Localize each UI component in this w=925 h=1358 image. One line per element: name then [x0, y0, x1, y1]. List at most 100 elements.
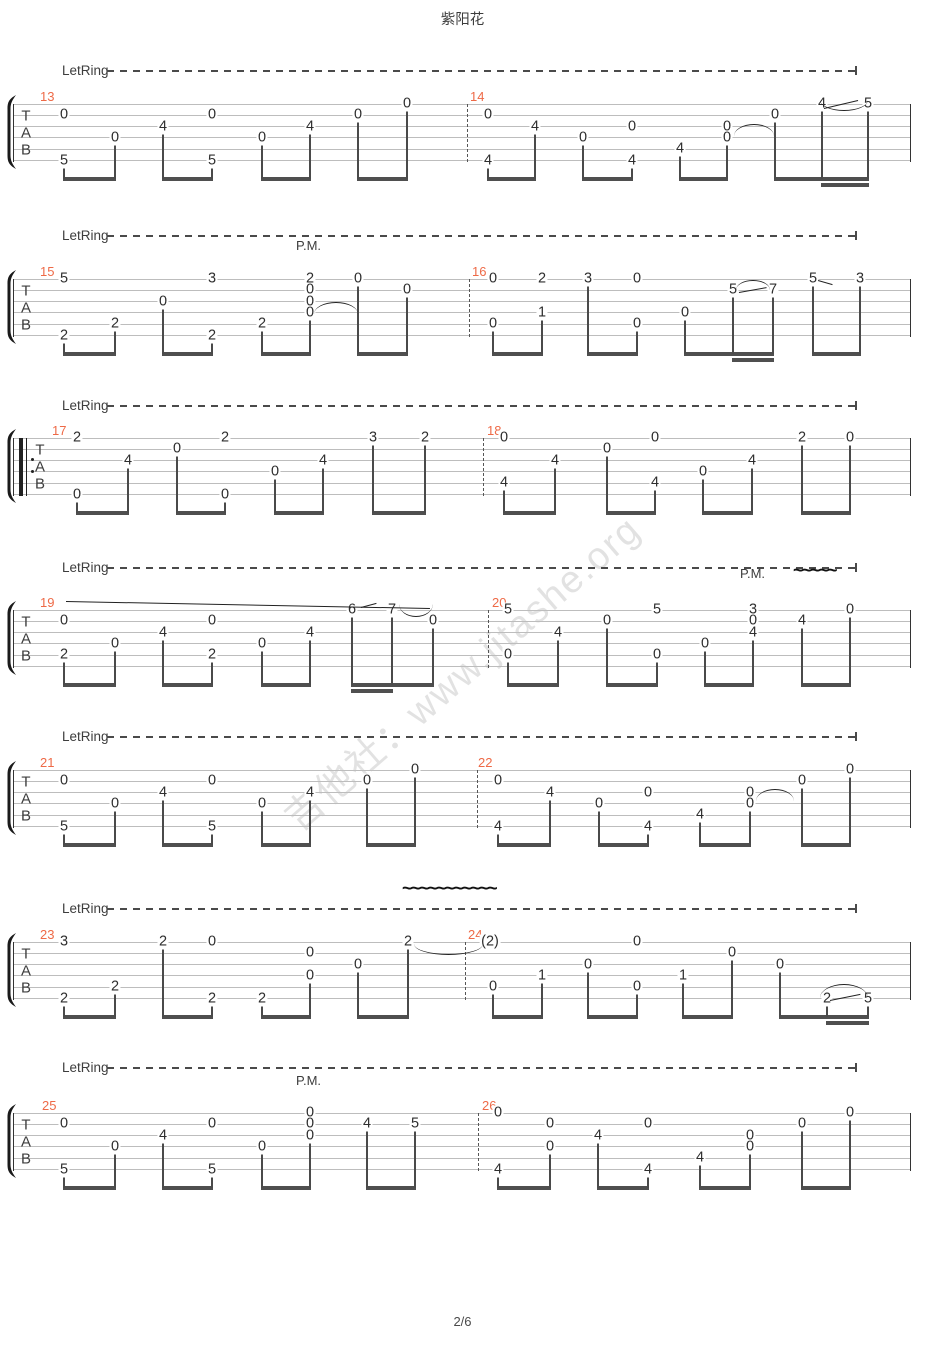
stem	[351, 617, 353, 685]
fret-number: 0	[487, 978, 499, 995]
stem	[274, 478, 276, 513]
beam	[63, 843, 116, 847]
stem	[656, 662, 658, 685]
beam	[176, 511, 226, 515]
stem	[699, 822, 701, 845]
stem	[366, 788, 368, 845]
beam	[774, 177, 869, 181]
staff-line	[13, 814, 911, 816]
stem	[114, 650, 116, 685]
letring-dash-line	[107, 736, 855, 738]
system-bracket-icon	[4, 270, 18, 344]
fret-number: 0	[544, 1138, 556, 1155]
beam	[801, 683, 851, 687]
fret-number: 0	[256, 129, 268, 146]
staff-line	[13, 964, 911, 966]
fret-number: 2	[796, 429, 808, 446]
fret-number: 0	[844, 429, 856, 446]
tab-clef-letter: B	[20, 1150, 32, 1168]
staff-line	[13, 148, 911, 150]
fret-number: 0	[206, 772, 218, 789]
letring-dash-line	[107, 70, 855, 72]
stem	[751, 467, 753, 513]
stem	[372, 445, 374, 513]
fret-number: 2	[58, 990, 70, 1006]
fret-number: 0	[593, 795, 605, 812]
fret-number: 0	[304, 967, 316, 984]
tab-clef-letter: A	[20, 299, 32, 317]
fret-number: 4	[157, 1127, 169, 1144]
beam	[162, 683, 213, 687]
stem	[549, 799, 551, 845]
barline-end	[910, 1113, 912, 1171]
beam	[812, 352, 861, 356]
beam	[801, 1186, 851, 1190]
fret-number: 0	[109, 1138, 121, 1155]
fret-number: 2	[157, 933, 169, 950]
fret-number: 5	[727, 281, 739, 298]
fret-number: 0	[157, 293, 169, 310]
fret-number: 3	[854, 270, 866, 287]
beam	[801, 843, 851, 847]
beam	[63, 1186, 116, 1190]
beam	[357, 1015, 409, 1019]
staff-line	[13, 654, 911, 656]
letring-label: LetRing	[62, 1060, 109, 1075]
fret-number: 0	[304, 1115, 316, 1132]
fret-number: 0	[642, 784, 654, 801]
fret-number: 0	[631, 270, 643, 287]
fret-number: 0	[844, 1104, 856, 1121]
barline-end	[910, 942, 912, 1000]
beam	[357, 352, 408, 356]
fret-number: 0	[304, 293, 316, 310]
wavy-line-icon: ~~~~~	[793, 560, 838, 580]
barline-end	[910, 438, 912, 496]
fret-number: 2	[58, 646, 70, 663]
watermark: 吉他社：www.jitashe.org	[277, 507, 649, 839]
repeat-dot	[30, 470, 34, 473]
barline-start	[13, 770, 15, 828]
fret-number: 0	[58, 106, 70, 123]
fret-number: 0	[71, 486, 83, 502]
fret-number: 0	[492, 772, 504, 789]
stem	[497, 1176, 499, 1188]
fret-number: 4	[492, 818, 504, 834]
stem	[309, 1142, 311, 1188]
fret-number: 0	[626, 118, 638, 135]
barline-middle	[478, 1113, 479, 1171]
fret-number: 0	[544, 1115, 556, 1132]
tie-arc-down	[820, 100, 868, 111]
fret-number: 0	[796, 772, 808, 789]
stem	[114, 331, 116, 354]
fret-number: 0	[699, 635, 711, 652]
slide-line	[817, 280, 833, 286]
beam	[372, 511, 426, 515]
letring-end-tick	[855, 904, 857, 913]
stem	[261, 331, 263, 354]
tab-clef-letter: B	[20, 647, 32, 665]
beam	[63, 1015, 116, 1019]
fret-number: 0	[409, 761, 421, 778]
measure-number: 22	[478, 755, 493, 770]
stem	[497, 833, 499, 845]
staff-line	[13, 494, 911, 495]
tab-clef-letter: B	[20, 141, 32, 159]
fret-number: 4	[122, 452, 134, 469]
fret-number: 0	[256, 1138, 268, 1155]
barline-middle	[467, 104, 468, 162]
fret-number: 0	[651, 646, 663, 663]
tie-arc-up	[756, 789, 794, 801]
stem	[391, 617, 393, 685]
stem	[261, 1153, 263, 1188]
beam	[606, 511, 656, 515]
beam	[598, 843, 649, 847]
beam	[261, 352, 311, 356]
measure-number: 25	[42, 1098, 57, 1113]
fret-number: 0	[427, 612, 439, 629]
fret-number: 2	[256, 315, 268, 332]
fret-number: 0	[304, 1104, 316, 1121]
measure-number: 13	[40, 89, 55, 104]
fret-number: 0	[726, 944, 738, 961]
fret-number: 4	[796, 612, 808, 629]
tab-clef-letter: A	[20, 790, 32, 808]
